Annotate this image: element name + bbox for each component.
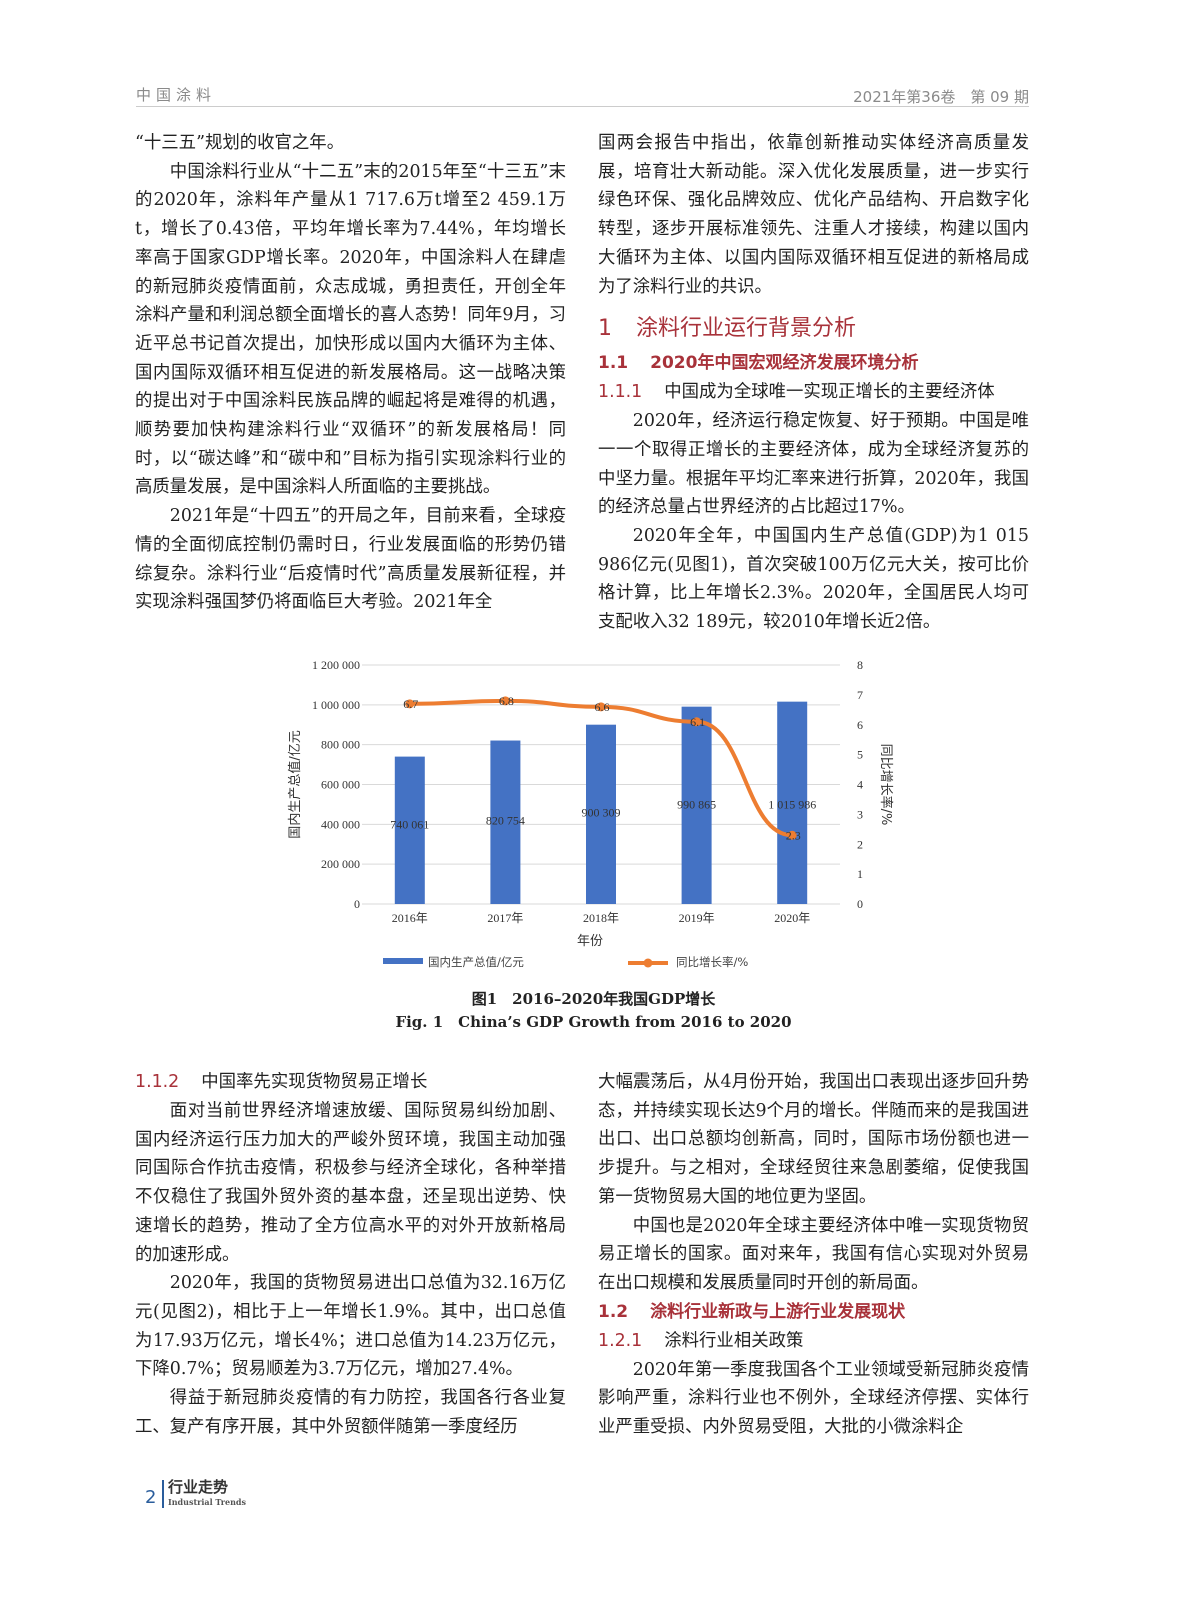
x-tick-label: 2019年 (679, 911, 715, 925)
bar (777, 701, 808, 904)
y-axis-title: 国内生产总值/亿元 (287, 730, 303, 838)
section-label-en: Industrial Trends (168, 1497, 247, 1507)
section-heading-1-2-1: 1.2.1 涂料行业相关政策 (598, 1327, 1029, 1356)
bar-data-label: 900 309 (582, 805, 621, 819)
line-data-label: 2.3 (786, 828, 801, 842)
section-heading-1-1: 1.1 2020年中国宏观经济发展环境分析 (598, 349, 1029, 378)
paragraph: 国两会报告中指出，依靠创新推动实体经济高质量发展，培育壮大新动能。深入优化发展质… (598, 133, 1029, 297)
y-tick-label: 1 200 000 (312, 658, 360, 672)
growth-line (409, 698, 793, 838)
y2-tick-label: 2 (857, 837, 863, 851)
y2-tick-label: 6 (857, 718, 863, 732)
y-tick-label: 200 000 (321, 857, 360, 871)
y2-tick-label: 3 (857, 807, 863, 821)
y-tick-label: 600 000 (321, 778, 360, 792)
legend-line-marker (643, 958, 653, 968)
y2-tick-label: 8 (857, 658, 863, 672)
section-heading-1-2: 1.2 涂料行业新政与上游行业发展现状 (598, 1298, 1029, 1327)
bar (490, 740, 521, 904)
paragraph: 2020年，我国的货物贸易进出口总值为32.16万亿元(见图2)，相比于上一年增… (135, 1273, 566, 1380)
legend-bar-swatch (383, 958, 423, 964)
heading-text: 中国成为全球唯一实现正增长的主要经济体 (664, 382, 995, 403)
x-tick-label: 2018年 (583, 911, 619, 925)
paragraph: 大幅震荡后，从4月份开始，我国出口表现出逐步回升势态，并持续实现长达9个月的增长… (598, 1072, 1029, 1207)
section-heading-1-1-1: 1.1.1 中国成为全球唯一实现正增长的主要经济体 (598, 378, 1029, 407)
y-tick-label: 400 000 (321, 817, 360, 831)
issue-info: 2021年第36卷 第 09 期 (853, 88, 1029, 106)
y-tick-label: 0 (354, 897, 360, 911)
bar (681, 706, 712, 904)
heading-number: 1.2.1 (598, 1330, 643, 1351)
heading-text: 涂料行业运行背景分析 (636, 316, 857, 342)
bottom-left-column: 1.1.2 中国率先实现货物贸易正增长 面对当前世界经济增速放缓、国际贸易纠纷加剧… (135, 1068, 566, 1441)
growth-point (692, 717, 702, 727)
top-right-column: 国两会报告中指出，依靠创新推动实体经济高质量发展，培育壮大新动能。深入优化发展质… (598, 129, 1029, 637)
legend-bar-label: 国内生产总值/亿元 (428, 955, 524, 969)
footer-divider (162, 1480, 164, 1508)
growth-point (787, 830, 797, 840)
bar-data-label: 1 015 986 (768, 797, 816, 811)
x-axis-title: 年份 (577, 934, 603, 949)
paragraph: 2021年是“十四五”的开局之年，目前来看，全球疫情的全面彻底控制仍需时日，行业… (135, 506, 566, 613)
heading-number: 1 (598, 316, 612, 342)
growth-point (596, 702, 606, 712)
heading-text: 中国率先实现货物贸易正增长 (201, 1072, 428, 1092)
growth-point (405, 699, 415, 709)
paragraph: 中国涂料行业从“十二五”末的2015年至“十三五”末的2020年，涂料年产量从1… (135, 161, 566, 498)
y2-tick-label: 5 (857, 748, 863, 762)
growth-point (500, 696, 510, 706)
line-data-label: 6.7 (403, 697, 418, 711)
heading-number: 1.1 (598, 353, 629, 374)
journal-name: 中国涂料 (136, 86, 217, 104)
y2-axis-title: 同比增长率/% (878, 744, 894, 826)
section-heading-1: 1 涂料行业运行背景分析 (598, 309, 1029, 349)
figure-caption-en: Fig. 1 China’s GDP Growth from 2016 to 2… (395, 1013, 792, 1031)
y-tick-label: 1 000 000 (312, 698, 360, 712)
heading-text: 涂料行业相关政策 (664, 1330, 804, 1351)
line-data-label: 6.6 (595, 700, 610, 714)
heading-text: 2020年中国宏观经济发展环境分析 (650, 353, 919, 374)
legend-line-label: 同比增长率/% (676, 955, 748, 969)
bar-data-label: 820 754 (486, 813, 525, 827)
line-data-label: 6.8 (499, 694, 514, 708)
paragraph: 中国也是2020年全球主要经济体中唯一实现货物贸易正增长的国家。面对来年，我国有… (598, 1215, 1029, 1293)
x-tick-label: 2020年 (774, 911, 810, 925)
section-heading-1-1-2: 1.1.2 中国率先实现货物贸易正增长 (135, 1068, 566, 1097)
paragraph: 2020年全年，中国国内生产总值(GDP)为1 015 986亿元(见图1)，首… (598, 526, 1029, 633)
y2-tick-label: 1 (857, 867, 863, 881)
paragraph: 2020年第一季度我国各个工业领域受新冠肺炎疫情影响严重，涂料行业也不例外，全球… (598, 1359, 1029, 1438)
paragraph: 得益于新冠肺炎疫情的有力防控，我国各行各业复工、复产有序开展，其中外贸额伴随第一… (135, 1388, 566, 1437)
bar-data-label: 990 865 (677, 797, 716, 811)
heading-number: 1.1.2 (135, 1072, 180, 1092)
heading-number: 1.2 (598, 1301, 629, 1322)
paragraph: 面对当前世界经济增速放缓、国际贸易纠纷加剧、国内经济运行压力加大的严峻外贸环境，… (135, 1101, 566, 1265)
x-tick-label: 2017年 (487, 911, 523, 925)
paragraph: 2020年，经济运行稳定恢复、好于预期。中国是唯一一个取得正增长的主要经济体，成… (598, 411, 1029, 518)
header-divider (136, 106, 1029, 107)
x-tick-label: 2016年 (392, 911, 428, 925)
page-number: 2 (145, 1487, 157, 1508)
bar-data-label: 740 061 (390, 817, 429, 831)
figure-caption-cn: 图1 2016–2020年我国GDP增长 (471, 990, 716, 1008)
y2-tick-label: 0 (857, 897, 863, 911)
paragraph: “十三五”规划的收官之年。 (135, 133, 345, 153)
section-label: 行业走势 (168, 1478, 229, 1496)
y-tick-label: 800 000 (321, 738, 360, 752)
heading-number: 1.1.1 (598, 382, 643, 403)
line-data-label: 6.1 (690, 715, 705, 729)
bar (586, 724, 616, 904)
bar (394, 756, 425, 904)
bottom-right-column: 大幅震荡后，从4月份开始，我国出口表现出逐步回升势态，并持续实现长达9个月的增长… (598, 1068, 1029, 1442)
heading-text: 涂料行业新政与上游行业发展现状 (650, 1301, 906, 1322)
y2-tick-label: 7 (857, 688, 863, 702)
top-left-column: “十三五”规划的收官之年。 中国涂料行业从“十二五”末的2015年至“十三五”末… (135, 129, 566, 617)
y2-tick-label: 4 (857, 778, 863, 792)
gdp-chart: 0 200 000 400 000 600 000 800 000 1 000 000 1 … (287, 658, 894, 969)
